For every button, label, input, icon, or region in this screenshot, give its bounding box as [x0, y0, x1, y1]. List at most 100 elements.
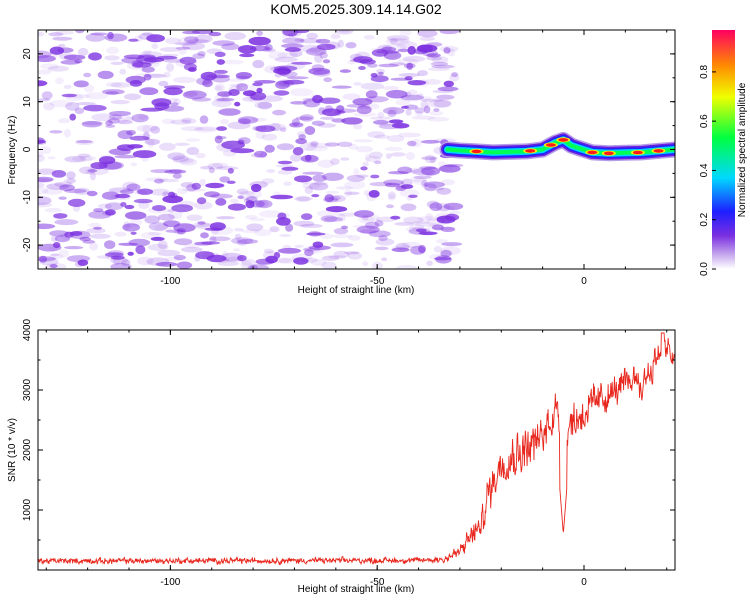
noise-speckle [127, 144, 144, 149]
noise-speckle [171, 204, 194, 213]
noise-speckle [74, 139, 95, 145]
noise-speckle [224, 256, 245, 263]
noise-speckle [337, 39, 344, 48]
noise-speckle [417, 44, 438, 53]
noise-speckle [401, 178, 413, 187]
noise-speckle [134, 190, 148, 195]
noise-speckle [38, 196, 52, 206]
noise-speckle [405, 152, 415, 160]
noise-speckle [207, 162, 224, 170]
noise-speckle [147, 207, 171, 214]
noise-speckle [280, 30, 303, 33]
noise-speckle [86, 227, 106, 234]
noise-speckle [246, 190, 263, 198]
noise-speckle [341, 225, 348, 230]
snr-xtick-label: -50 [370, 577, 385, 588]
noise-speckle [304, 249, 314, 257]
noise-speckle [289, 49, 303, 57]
noise-speckle [381, 46, 397, 52]
noise-speckle [340, 157, 350, 161]
noise-speckle [122, 223, 141, 232]
noise-speckle [305, 47, 327, 56]
noise-speckle [140, 107, 164, 112]
noise-speckle [254, 229, 272, 237]
noise-speckle [397, 123, 408, 128]
noise-speckle [283, 181, 292, 186]
noise-speckle [276, 79, 295, 87]
noise-speckle [256, 87, 263, 94]
noise-speckle [300, 154, 319, 163]
spectrogram-xtick-label: -50 [370, 276, 385, 287]
noise-speckle [430, 61, 449, 67]
noise-speckle [356, 225, 380, 234]
noise-speckle [150, 188, 170, 196]
noise-speckle [387, 135, 405, 142]
noise-speckle [163, 87, 183, 96]
noise-speckle [124, 223, 139, 228]
noise-speckle [38, 154, 45, 162]
noise-speckle [223, 91, 230, 98]
noise-speckle [293, 220, 315, 227]
noise-speckle [295, 138, 307, 145]
noise-speckle [426, 172, 432, 177]
noise-speckle [235, 75, 250, 80]
noise-speckle [214, 83, 225, 93]
noise-speckle [296, 131, 306, 137]
noise-speckle [274, 56, 298, 63]
noise-speckle [222, 59, 244, 65]
noise-speckle [287, 33, 297, 37]
noise-speckle [306, 32, 319, 40]
noise-speckle [194, 34, 213, 44]
noise-speckle [318, 107, 326, 115]
noise-speckle [151, 43, 158, 49]
snr-xtick-label: 0 [581, 577, 587, 588]
noise-speckle [63, 178, 77, 184]
noise-speckle [415, 228, 427, 233]
noise-speckle [250, 183, 262, 193]
noise-speckle [426, 260, 433, 266]
noise-speckle [200, 232, 209, 239]
noise-speckle [255, 130, 266, 139]
noise-speckle [114, 231, 127, 237]
noise-speckle [370, 174, 380, 179]
noise-speckle [355, 146, 373, 153]
noise-speckle [310, 259, 327, 266]
noise-speckle [108, 187, 132, 193]
noise-speckle [110, 100, 130, 105]
noise-speckle [204, 227, 223, 231]
noise-speckle [449, 210, 461, 215]
noise-speckle [176, 261, 193, 269]
noise-speckle [356, 105, 372, 115]
noise-speckle [157, 240, 168, 250]
noise-speckle [230, 148, 255, 154]
noise-speckle [294, 175, 312, 183]
noise-speckle [63, 84, 72, 89]
noise-speckle [38, 176, 54, 183]
noise-speckle [401, 241, 421, 248]
noise-speckle [258, 210, 283, 218]
snr-frame [37, 329, 676, 571]
noise-speckle [162, 195, 184, 204]
noise-speckle [53, 213, 68, 219]
noise-speckle [172, 155, 189, 162]
noise-speckle [400, 94, 425, 101]
noise-speckle [221, 43, 240, 51]
noise-speckle [320, 215, 338, 223]
noise-speckle [358, 66, 366, 70]
snr-series-line [38, 332, 675, 566]
noise-speckle [341, 117, 363, 125]
noise-speckle [173, 228, 184, 235]
noise-speckle [406, 196, 413, 201]
noise-speckle [272, 109, 286, 116]
noise-speckle [227, 203, 246, 211]
noise-speckle [48, 32, 64, 37]
noise-speckle [309, 182, 329, 191]
noise-speckle [246, 94, 262, 100]
noise-speckle [424, 154, 436, 164]
noise-speckle [214, 51, 226, 58]
noise-speckle [147, 231, 162, 236]
noise-speckle [38, 98, 51, 102]
noise-speckle [164, 256, 182, 262]
noise-speckle [322, 255, 340, 261]
noise-speckle [328, 255, 347, 259]
